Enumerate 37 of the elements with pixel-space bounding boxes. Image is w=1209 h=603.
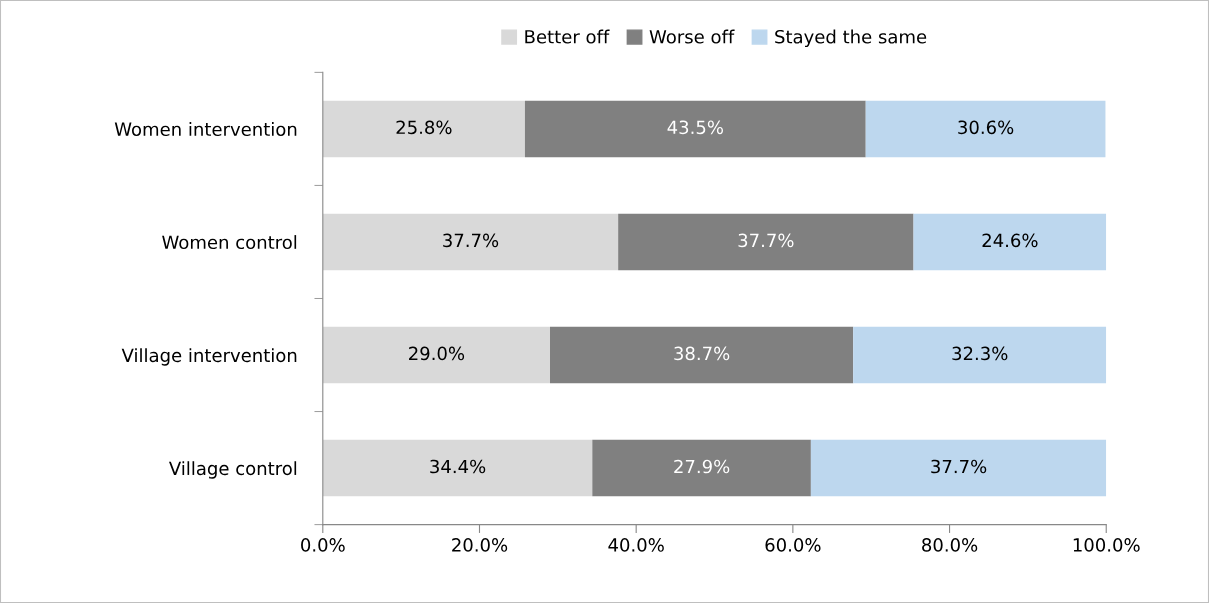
data-label: 37.7% — [931, 459, 987, 474]
data-label: 29.0% — [409, 346, 465, 361]
data-label: 27.9% — [674, 459, 730, 474]
y-tick-label: Village control — [169, 461, 297, 479]
bar — [524, 100, 866, 158]
legend-label: Stayed the same — [775, 29, 927, 48]
bar — [322, 326, 550, 384]
data-label: 34.4% — [430, 459, 486, 474]
bar — [853, 326, 1107, 384]
legend-label: Worse off — [649, 29, 735, 44]
data-label: 25.8% — [396, 120, 452, 135]
bar — [592, 439, 811, 497]
data-label: 24.6% — [982, 233, 1038, 248]
bar — [550, 326, 854, 384]
x-tick-label: 60.0% — [765, 538, 821, 552]
x-tick-label: 100.0% — [1073, 538, 1140, 552]
bar — [322, 213, 619, 271]
data-label: 30.6% — [958, 120, 1014, 135]
y-tick-label: Women intervention — [114, 122, 297, 137]
bar — [322, 439, 593, 497]
data-label: 38.7% — [674, 346, 730, 361]
data-label: 32.3% — [952, 346, 1008, 361]
x-tick-label: 20.0% — [452, 538, 508, 552]
legend-label: Better off — [525, 29, 610, 44]
bar — [322, 100, 525, 158]
y-tick-label: Women control — [162, 235, 297, 250]
data-label: 43.5% — [667, 120, 724, 135]
data-label: 37.7% — [443, 233, 499, 248]
x-tick-label: 80.0% — [922, 538, 978, 552]
bar — [618, 213, 914, 271]
bar — [913, 213, 1107, 271]
x-tick-label: 0.0% — [301, 538, 345, 552]
bar — [810, 439, 1107, 497]
data-label: 37.7% — [738, 233, 794, 248]
y-tick-label: Village intervention — [121, 348, 297, 366]
bar — [865, 100, 1106, 158]
x-tick-label: 40.0% — [608, 538, 664, 552]
